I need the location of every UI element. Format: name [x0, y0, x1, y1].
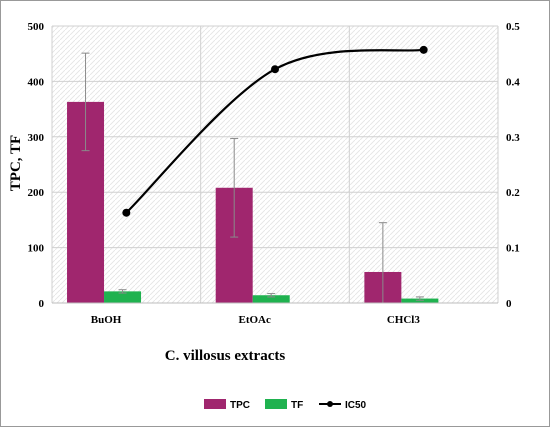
y-axis-left: 0 100 200 300 400 500 — [28, 21, 45, 310]
ic50-point — [271, 65, 279, 74]
legend-swatch-marker — [327, 401, 333, 407]
legend-label-tpc: TPC — [230, 400, 250, 411]
bar-tf — [252, 295, 290, 303]
y-tick-label: 0 — [39, 298, 45, 310]
y2-tick-label: 0.2 — [506, 187, 520, 199]
y2-tick-label: 0.4 — [506, 76, 520, 88]
gridlines — [51, 25, 499, 304]
x-axis: BuOH EtOAc CHCl3 — [52, 302, 498, 326]
bars — [67, 52, 439, 304]
legend-swatch-tf — [265, 399, 287, 409]
y-tick-label: 400 — [28, 76, 45, 88]
ic50-point — [419, 45, 428, 54]
x-tick-label: CHCl3 — [387, 314, 421, 326]
x-tick-label: BuOH — [91, 314, 122, 326]
bar-tf — [401, 298, 439, 303]
y2-tick-label: 0.1 — [506, 243, 520, 255]
legend-swatch-tpc — [204, 399, 226, 409]
y-tick-label: 300 — [28, 132, 45, 144]
y2-tick-label: 0.3 — [506, 132, 520, 144]
legend-label-tf: TF — [291, 400, 303, 411]
y-tick-label: 200 — [28, 187, 45, 199]
y2-tick-label: 0.5 — [506, 21, 520, 33]
legend-label-ic50: IC50 — [345, 400, 367, 411]
y-axis-title: TPC, TF — [8, 135, 24, 191]
bar-tf — [104, 291, 142, 303]
y-axis-right: 0 0.1 0.2 0.3 0.4 0.5 — [506, 21, 520, 310]
y2-tick-label: 0 — [506, 298, 512, 310]
ic50-point — [122, 208, 131, 217]
x-tick-label: EtOAc — [239, 314, 272, 326]
y-tick-label: 100 — [28, 243, 45, 255]
x-axis-title: C. villosus extracts — [165, 348, 286, 364]
y-tick-label: 500 — [28, 21, 45, 33]
ic50-line — [122, 45, 428, 217]
legend: TPC TF IC50 — [204, 399, 367, 411]
